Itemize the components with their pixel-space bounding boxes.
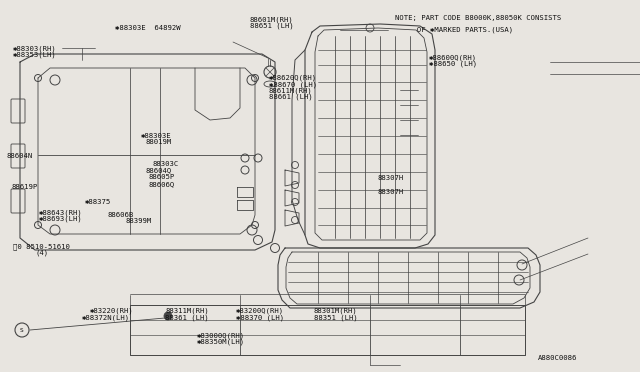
Text: ✱88370 (LH): ✱88370 (LH) [236,314,284,321]
Text: 88303C: 88303C [152,161,179,167]
Text: ✱88303E  64892W: ✱88303E 64892W [115,25,181,31]
Text: ✱83220(RH): ✱83220(RH) [90,307,133,314]
Text: ✱88693(LH): ✱88693(LH) [38,216,82,222]
Text: 88307H: 88307H [378,189,404,195]
Text: 88601M(RH): 88601M(RH) [250,16,293,23]
Text: (4): (4) [35,250,49,256]
Text: OF ✱MARKED PARTS.(USA): OF ✱MARKED PARTS.(USA) [395,27,513,33]
Text: 88661 (LH): 88661 (LH) [269,94,312,100]
Text: ✱88620Q(RH): ✱88620Q(RH) [269,75,317,81]
Text: S: S [20,327,24,333]
Text: ✱88650 (LH): ✱88650 (LH) [429,61,477,67]
Text: 88311M(RH): 88311M(RH) [165,307,209,314]
Text: ✱88350M(LH): ✱88350M(LH) [197,339,245,346]
Text: ✱88375: ✱88375 [84,199,111,205]
Text: ✱88670 (LH): ✱88670 (LH) [269,81,317,88]
Text: 88606B: 88606B [108,212,134,218]
Text: 88307H: 88307H [378,175,404,181]
Text: ✱88303(RH): ✱88303(RH) [13,45,56,52]
Text: 88019M: 88019M [146,139,172,145]
Text: 88361 (LH): 88361 (LH) [165,314,209,321]
Text: 88399M: 88399M [125,218,152,224]
Circle shape [164,312,172,320]
Text: A880C0086: A880C0086 [538,355,577,361]
Text: ␨0 8510-51610: ␨0 8510-51610 [13,243,70,250]
Text: 88604N: 88604N [6,153,33,159]
Text: 88651 (LH): 88651 (LH) [250,22,293,29]
Text: ✱88353(LH): ✱88353(LH) [13,51,56,58]
Text: 88606Q: 88606Q [148,181,175,187]
Text: ✱83200Q(RH): ✱83200Q(RH) [236,307,284,314]
Text: 88619P: 88619P [12,184,38,190]
Text: ✱88303E: ✱88303E [141,133,172,139]
Text: 88604Q: 88604Q [146,167,172,173]
Text: ✱88643(RH): ✱88643(RH) [38,209,82,216]
Text: ✱83000Q(RH): ✱83000Q(RH) [197,332,245,339]
Text: 88611M(RH): 88611M(RH) [269,87,312,94]
Text: 88301M(RH): 88301M(RH) [314,307,357,314]
Text: ✱88600Q(RH): ✱88600Q(RH) [429,54,477,61]
Text: ✱88372N(LH): ✱88372N(LH) [82,314,130,321]
Text: 88605P: 88605P [148,174,175,180]
Text: NOTE; PART CODE B8000K,88050K CONSISTS: NOTE; PART CODE B8000K,88050K CONSISTS [395,15,561,21]
Text: 88351 (LH): 88351 (LH) [314,314,357,321]
